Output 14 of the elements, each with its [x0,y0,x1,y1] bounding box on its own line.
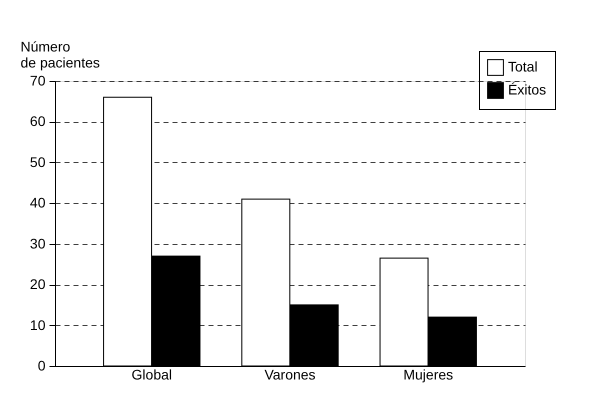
y-tick-label: 50 [30,154,46,170]
y-tick-label: 0 [38,358,46,374]
y-tick-label: 60 [30,113,46,130]
legend-label: Éxitos [508,82,546,98]
y-axis-title: Número de pacientes [20,38,100,70]
x-tick-label: Varones [264,366,316,382]
legend-label: Total [508,58,538,74]
y-tick-label: 20 [30,276,46,292]
x-tick-label: Global [132,366,172,382]
x-tick-label: Mujeres [403,366,454,382]
y-tick-label: 10 [30,316,46,333]
y-tick-label: 30 [30,235,46,252]
y-tick-label: 40 [30,194,46,211]
y-tick-label: 70 [30,72,46,88]
